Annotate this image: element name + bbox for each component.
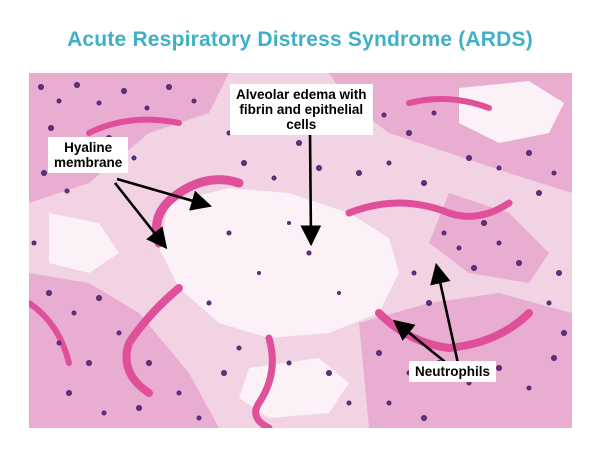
hyaline-membranes	[29, 96, 533, 428]
alveolar-spaces	[49, 81, 564, 418]
alveolar-edema-label: Alveolar edema with fibrin and epithelia…	[230, 84, 373, 135]
neutrophils-label: Neutrophils	[409, 361, 497, 382]
slide-title: Acute Respiratory Distress Syndrome (ARD…	[67, 28, 533, 51]
cell-nuclei	[31, 82, 567, 421]
hyaline-membrane-label: Hyaline membrane	[48, 137, 129, 173]
